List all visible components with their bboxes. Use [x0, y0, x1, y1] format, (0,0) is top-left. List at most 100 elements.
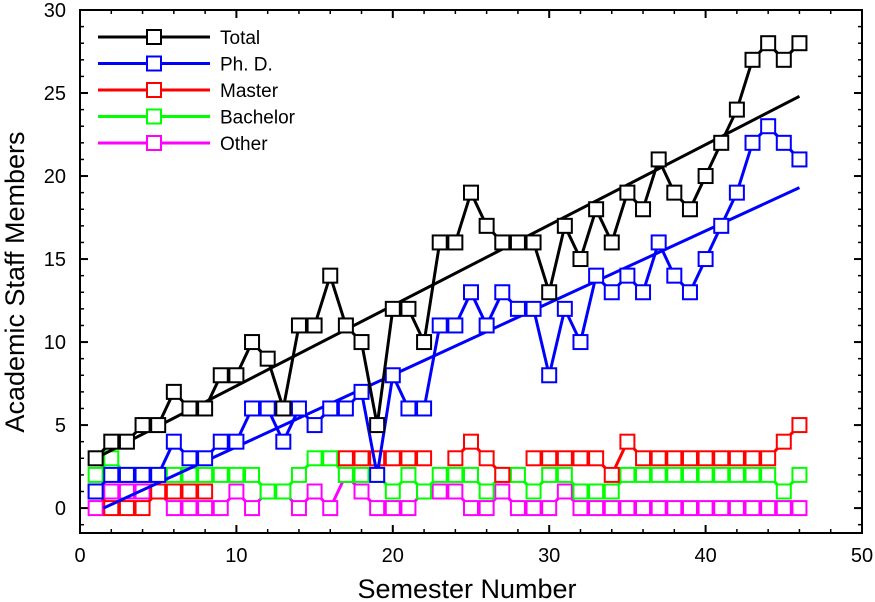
data-point-master [494, 466, 511, 483]
data-point-total [400, 300, 417, 317]
y-tick-label: 15 [44, 249, 66, 271]
data-point-ph-d [478, 317, 495, 334]
data-point-master [541, 450, 558, 467]
data-point-bachelor [447, 466, 464, 483]
data-point-bachelor [400, 466, 417, 483]
legend-label: Total [220, 28, 260, 49]
data-point-other [713, 500, 730, 517]
data-point-other [556, 483, 573, 500]
data-point-ph-d [134, 466, 151, 483]
x-tick-label: 20 [382, 545, 404, 567]
data-point-total [697, 168, 714, 185]
legend-marker [146, 135, 162, 151]
data-point-master [525, 450, 542, 467]
data-point-total [290, 317, 307, 334]
data-point-other [744, 500, 761, 517]
data-point-total [666, 184, 683, 201]
data-point-other [728, 500, 745, 517]
data-point-bachelor [306, 450, 323, 467]
data-point-ph-d [212, 433, 229, 450]
data-point-total [384, 300, 401, 317]
data-point-total [337, 317, 354, 334]
legend-item-master: Master [98, 81, 279, 102]
data-point-bachelor [681, 466, 698, 483]
data-point-total [212, 367, 229, 384]
data-point-master [744, 450, 761, 467]
data-point-total [447, 234, 464, 251]
legend-marker [146, 55, 162, 72]
data-point-other [650, 500, 667, 517]
data-point-total [650, 151, 667, 168]
data-point-ph-d [728, 184, 745, 201]
series-bachelor [87, 450, 808, 500]
data-point-bachelor [744, 466, 761, 483]
data-point-ph-d [322, 400, 339, 417]
data-point-ph-d [337, 400, 354, 417]
data-point-total [165, 383, 182, 400]
data-point-total [525, 234, 542, 251]
data-point-bachelor [290, 466, 307, 483]
data-point-ph-d [384, 367, 401, 384]
data-point-ph-d [556, 300, 573, 317]
x-tick-label: 50 [851, 545, 873, 567]
data-point-total [556, 217, 573, 234]
data-point-total [275, 400, 292, 417]
data-point-other [353, 483, 370, 500]
series-total [87, 35, 808, 467]
data-point-bachelor [728, 466, 745, 483]
data-point-master [353, 450, 370, 467]
data-point-master [713, 450, 730, 467]
data-point-master [337, 450, 354, 467]
data-point-total [369, 417, 386, 434]
data-point-total [259, 350, 276, 367]
data-point-ph-d [165, 433, 182, 450]
data-point-other [635, 500, 652, 517]
data-point-bachelor [244, 466, 261, 483]
data-point-bachelor [525, 483, 542, 500]
data-point-ph-d [228, 433, 245, 450]
series-ph-d [87, 118, 808, 510]
data-point-total [322, 267, 339, 284]
data-point-ph-d [619, 267, 636, 284]
data-point-bachelor [713, 466, 730, 483]
data-point-bachelor [556, 466, 573, 483]
data-point-bachelor [572, 483, 589, 500]
x-axis-title: Semester Number [357, 574, 576, 602]
data-point-bachelor [775, 483, 792, 500]
data-point-total [353, 334, 370, 351]
data-point-other [244, 500, 261, 517]
data-point-bachelor [197, 466, 214, 483]
data-point-bachelor [635, 466, 652, 483]
data-point-other [212, 500, 229, 517]
legend: Total Ph. D. Master Bachelor Other [98, 28, 296, 155]
data-point-total [181, 400, 198, 417]
y-tick-label: 5 [55, 415, 66, 437]
data-point-ph-d [775, 134, 792, 151]
data-point-master [728, 450, 745, 467]
data-point-total [775, 51, 792, 68]
data-point-master [134, 500, 151, 517]
data-point-total [134, 417, 151, 434]
data-point-bachelor [588, 483, 605, 500]
data-point-ph-d [541, 367, 558, 384]
data-point-total [572, 251, 589, 268]
data-point-master [181, 483, 198, 500]
data-point-bachelor [384, 483, 401, 500]
data-point-master [635, 450, 652, 467]
data-point-other [603, 500, 620, 517]
x-tick-label: 40 [694, 545, 716, 567]
data-point-ph-d [509, 300, 526, 317]
y-tick-label: 25 [44, 83, 66, 105]
data-point-other [228, 483, 245, 500]
data-point-other [619, 500, 636, 517]
data-point-bachelor [337, 466, 354, 483]
data-point-other [400, 500, 417, 517]
data-point-total [463, 184, 479, 201]
y-tick-label: 30 [44, 0, 66, 22]
data-point-ph-d [275, 433, 292, 450]
data-point-ph-d [103, 466, 120, 483]
data-point-master [416, 450, 433, 467]
data-point-ph-d [572, 334, 589, 351]
data-point-bachelor [697, 466, 714, 483]
data-point-bachelor [275, 483, 292, 500]
